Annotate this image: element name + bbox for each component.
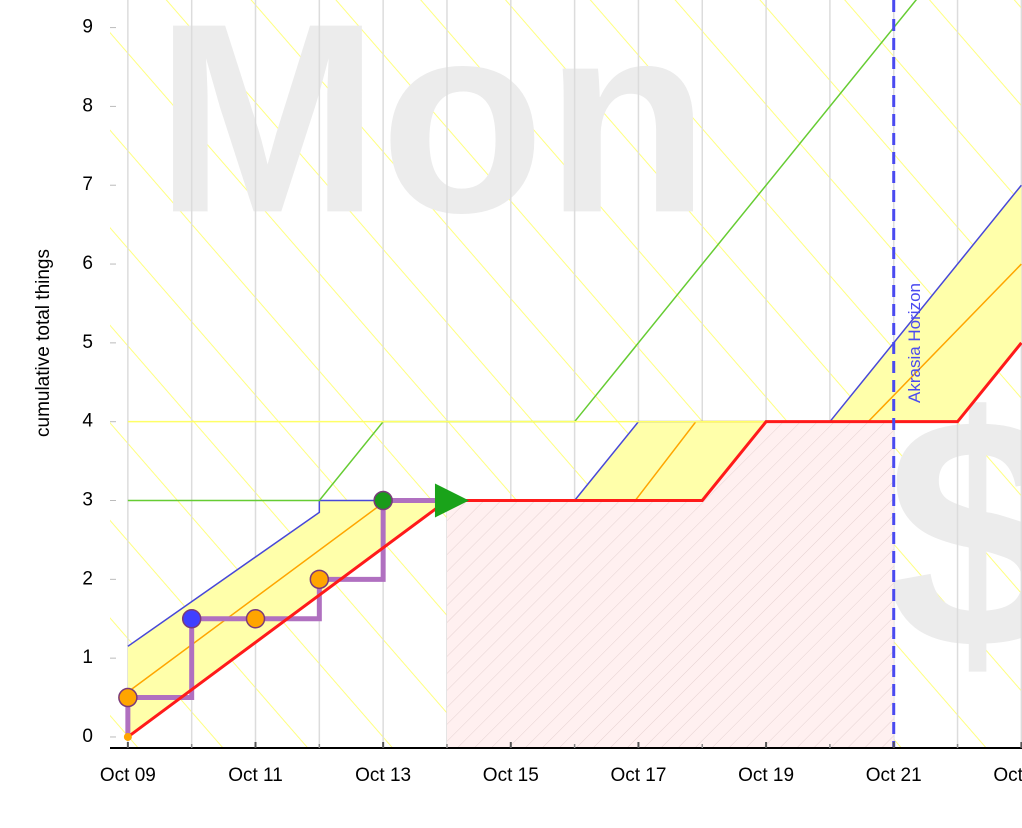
x-tick-label: Oct 23 <box>993 765 1022 786</box>
y-tick-label: 6 <box>82 253 93 274</box>
datapoint <box>309 569 330 590</box>
road-line <box>126 341 1022 739</box>
guide-line <box>127 263 1022 693</box>
y-tick-label: 1 <box>82 647 93 668</box>
datapoint <box>181 608 202 629</box>
y-tick-label: 8 <box>82 95 93 116</box>
y-tick-label: 2 <box>82 568 93 589</box>
x-tick-label: Oct 09 <box>100 765 156 786</box>
y-tick-label: 4 <box>82 411 93 432</box>
plot-area: Mon$Akrasia Horizon <box>110 0 1022 748</box>
datapoint <box>118 687 138 708</box>
x-tick-label: Oct 11 <box>228 765 283 786</box>
y-axis-label: cumulative total things <box>33 249 54 437</box>
x-tick-label: Oct 17 <box>610 765 666 786</box>
datapoint <box>123 732 132 741</box>
y-tick-label: 3 <box>82 490 93 511</box>
x-tick-label: Oct 15 <box>483 765 539 786</box>
datapoint <box>373 490 393 511</box>
y-tick-label: 7 <box>82 174 93 195</box>
x-tick-label: Oct 13 <box>355 765 411 786</box>
datapoint <box>245 608 266 629</box>
y-tick-label: 9 <box>82 17 93 38</box>
danger-region <box>446 421 894 748</box>
y-tick-label: 0 <box>82 726 93 747</box>
x-tick-label: Oct 19 <box>738 765 794 786</box>
today-marker <box>434 483 469 518</box>
horizon-label: Akrasia Horizon <box>905 283 924 403</box>
x-tick-label: Oct 21 <box>866 765 922 786</box>
watermark: Mon <box>155 0 710 269</box>
y-tick-label: 5 <box>82 332 93 353</box>
